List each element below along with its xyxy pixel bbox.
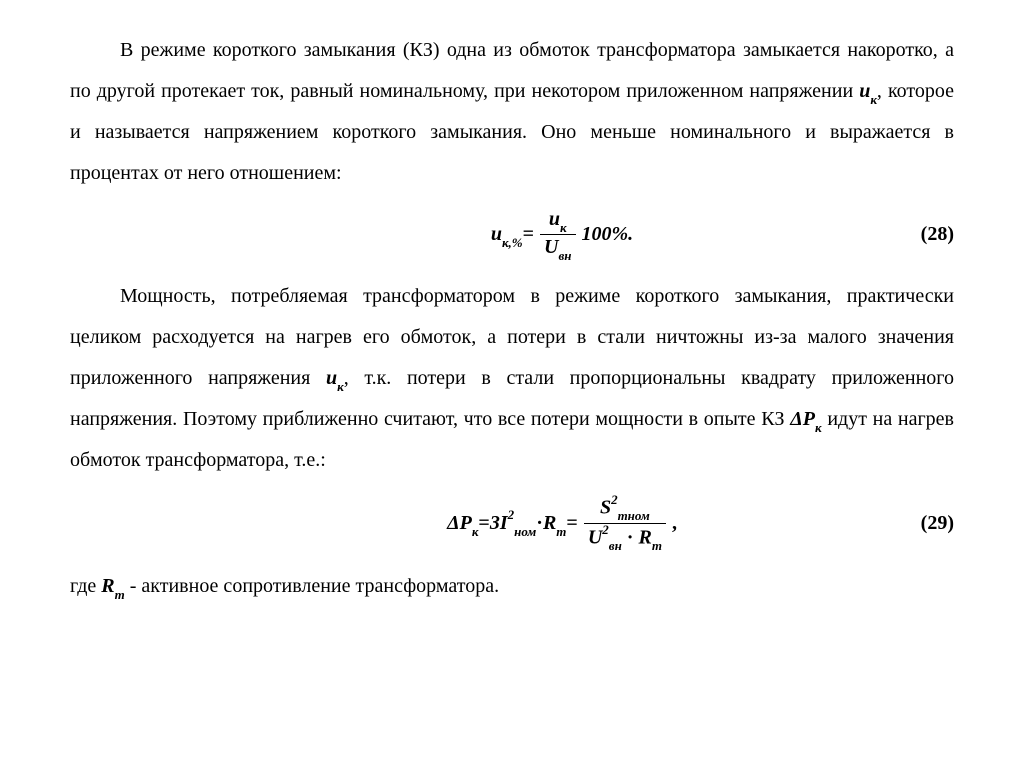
eq28-lhs-sub: к,% xyxy=(502,235,523,250)
eq29-num: S2тном xyxy=(596,495,654,523)
p3-text-b: - активное сопротивление трансформатора. xyxy=(125,575,499,597)
paragraph-3: где Rт - активное сопротивление трансфор… xyxy=(70,566,954,607)
eq29-R1-sub: т xyxy=(556,524,566,539)
eq29-fraction: S2тном U2вн · Rт xyxy=(584,495,666,552)
eq29-I-sub: ном xyxy=(514,524,536,539)
p1-text-a: В режиме короткого замыкания (КЗ) одна и… xyxy=(70,39,954,102)
eq28-fraction: uк Uвн xyxy=(540,208,575,262)
dpk-base: ΔP xyxy=(790,408,815,430)
eq29-S-sub: тном xyxy=(618,508,650,523)
eq29-dot1: · xyxy=(536,503,543,544)
uk2-sub: к xyxy=(337,379,344,394)
eq28-den-sym: U xyxy=(544,236,558,258)
eq29-R2-sub: т xyxy=(652,538,662,553)
rm-base: R xyxy=(101,575,114,597)
eq28-num-sub: к xyxy=(560,220,567,235)
dpk-sub: к xyxy=(815,420,822,435)
eq29-I: I2 ном xyxy=(500,503,536,544)
eq29-U-sub: вн xyxy=(609,538,622,553)
symbol-dpk: ΔPк xyxy=(790,408,821,430)
eq29-U-sup: 2 xyxy=(602,522,609,537)
document-page: В режиме короткого замыкания (КЗ) одна и… xyxy=(0,0,1024,639)
eq28-den: Uвн xyxy=(540,234,575,261)
eq28-tail: 100%. xyxy=(582,214,634,255)
eq29-dot2: · xyxy=(622,526,639,548)
eq29-lhs: ΔPк xyxy=(447,503,478,544)
eq28-equals: = xyxy=(523,214,534,255)
equation-29-number: (29) xyxy=(874,503,954,544)
eq29-U: U xyxy=(588,526,602,548)
p3-text-a: где xyxy=(70,575,101,597)
eq28-den-sub: вн xyxy=(558,248,571,263)
uk-sub: к xyxy=(870,92,877,107)
eq29-coef: 3 xyxy=(490,503,500,544)
eq28-formula: uк,% = uк Uвн 100%. xyxy=(491,208,633,262)
eq29-S-sup: 2 xyxy=(611,492,618,507)
equation-28: uк,% = uк Uвн 100%. xyxy=(250,208,874,262)
paragraph-1: В режиме короткого замыкания (КЗ) одна и… xyxy=(70,30,954,194)
equation-28-row: uк,% = uк Uвн 100%. (28) xyxy=(70,208,954,262)
equation-29-row: ΔPк = 3 I2ном · Rт = S2тном U2вн · Rт , … xyxy=(70,495,954,552)
eq29-den: U2вн · Rт xyxy=(584,523,666,552)
eq29-S: S xyxy=(600,496,611,518)
eq28-lhs: uк,% xyxy=(491,214,523,255)
eq28-num-sym: u xyxy=(549,208,560,230)
eq28-num: uк xyxy=(545,208,571,234)
eq29-lhs-sym: ΔP xyxy=(447,512,472,534)
eq29-R1-sym: R xyxy=(543,512,556,534)
equation-29: ΔPк = 3 I2ном · Rт = S2тном U2вн · Rт , xyxy=(250,495,874,552)
symbol-rm: Rт xyxy=(101,575,124,597)
eq28-lhs-sym: u xyxy=(491,223,502,245)
equation-28-number: (28) xyxy=(874,214,954,255)
eq29-R2: R xyxy=(638,526,651,548)
uk-base: u xyxy=(859,80,870,102)
eq29-formula: ΔPк = 3 I2ном · Rт = S2тном U2вн · Rт , xyxy=(447,495,677,552)
eq29-I-sup: 2 xyxy=(508,507,515,522)
eq29-tail: , xyxy=(672,503,677,544)
paragraph-2: Мощность, потребляемая трансформатором в… xyxy=(70,276,954,481)
eq29-eq2: = xyxy=(566,503,577,544)
eq29-eq1: = xyxy=(478,503,489,544)
symbol-uk-1: uк xyxy=(859,80,877,102)
rm-sub: т xyxy=(115,587,125,602)
eq29-lhs-sub: к xyxy=(472,524,479,539)
eq29-I-sym: I xyxy=(500,512,508,534)
uk2-base: u xyxy=(326,367,337,389)
symbol-uk-2: uк xyxy=(326,367,344,389)
eq29-R1: Rт xyxy=(543,503,566,544)
